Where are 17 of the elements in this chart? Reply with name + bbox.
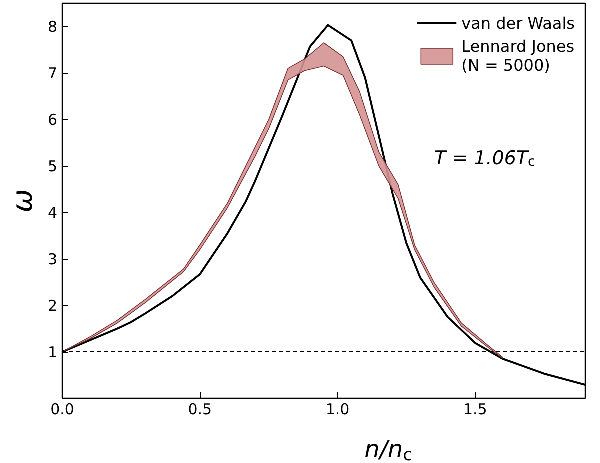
y-tick-label: 5 <box>48 158 58 176</box>
y-tick-label: 2 <box>48 297 58 316</box>
legend-label: van der Waals <box>462 14 575 32</box>
annotation: T = 1.06Tc <box>434 148 536 170</box>
legend-label: Lennard Jones (N = 5000) <box>462 37 575 75</box>
y-tick-label: 3 <box>48 250 58 269</box>
y-tick-label: 7 <box>48 64 58 83</box>
x-tick-label: 0.5 <box>188 400 212 418</box>
x-axis-title: n/nc <box>364 436 412 463</box>
x-tick-label: 1.5 <box>463 400 488 418</box>
x-tick-label: 0.0 <box>50 400 74 418</box>
x-tick-label: 1.0 <box>326 400 350 418</box>
y-tick-label: 8 <box>48 18 58 36</box>
y-tick-label: 1 <box>48 344 58 362</box>
y-tick-label: 6 <box>48 111 58 130</box>
y-axis-title: ω <box>6 189 39 213</box>
y-tick-label: 4 <box>48 204 58 222</box>
